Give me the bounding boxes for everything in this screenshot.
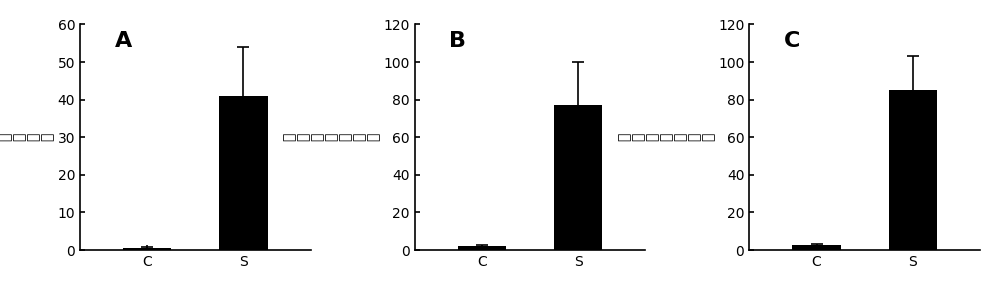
Text: B: B <box>449 31 466 51</box>
Y-axis label: 基
因
相
对
表
达
量: 基 因 相 对 表 达 量 <box>283 133 381 142</box>
Y-axis label: 基
因
相
对
表
达
量: 基 因 相 对 表 达 量 <box>617 133 715 142</box>
Bar <box>554 105 602 250</box>
Y-axis label: 基
因
相
对
表
达
量: 基 因 相 对 表 达 量 <box>0 133 55 142</box>
Bar <box>123 248 171 250</box>
Bar <box>219 96 268 250</box>
Bar <box>458 246 506 250</box>
Bar <box>889 90 937 250</box>
Text: C: C <box>784 31 800 51</box>
Text: A: A <box>115 31 132 51</box>
Bar <box>792 246 841 250</box>
